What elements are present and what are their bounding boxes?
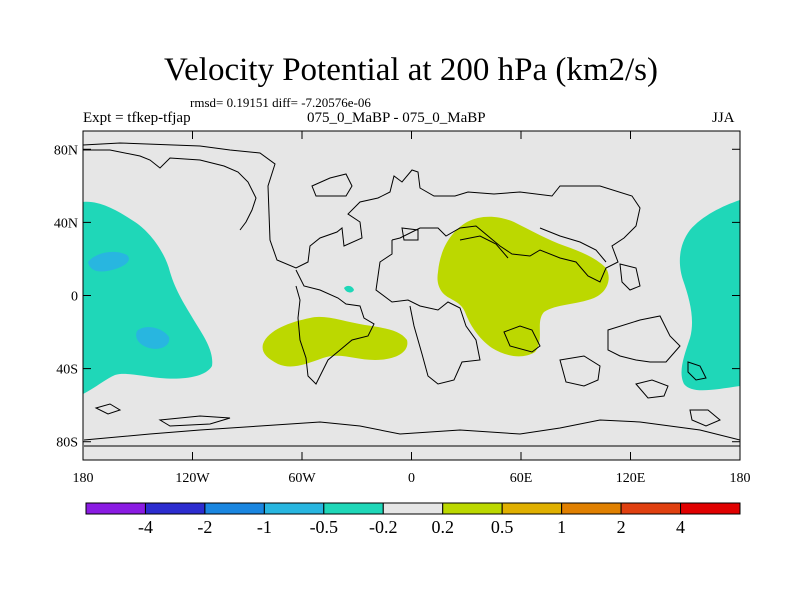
colorbar-label: -2	[197, 517, 212, 537]
lat-tick-label: 80N	[54, 143, 78, 158]
colorbar-swatch	[204, 502, 265, 515]
colorbar-label: 1	[557, 517, 566, 537]
lat-tick-label: 40S	[56, 363, 78, 378]
lon-tick-label: 180	[73, 471, 94, 486]
negative-core-west-pacific-north	[88, 251, 129, 272]
colorbar-swatch	[501, 502, 563, 515]
colorbar-swatch	[620, 502, 682, 515]
colorbar-swatch	[263, 502, 325, 515]
stats-line: rmsd= 0.19151 diff= -7.20576e-06	[190, 95, 371, 110]
lat-tick-label: 80S	[56, 436, 78, 451]
colorbar-swatch	[561, 502, 622, 515]
colorbar-label: 0.2	[431, 517, 454, 537]
lon-tick-label: 120E	[616, 471, 646, 486]
lon-tick-label: 60W	[288, 471, 316, 486]
colorbar-label: -0.2	[369, 517, 398, 537]
lon-tick-label: 120W	[175, 471, 210, 486]
colorbar-label: 0.5	[491, 517, 514, 537]
season-label: JJA	[712, 110, 735, 126]
negative-anomaly-east-pacific	[679, 200, 740, 391]
colorbar-swatch	[323, 502, 384, 515]
colorbar-label: 4	[676, 517, 685, 537]
colorbar-label: -4	[138, 517, 153, 537]
colorbar-swatch	[144, 502, 206, 515]
colorbar-swatch	[85, 502, 146, 515]
colorbar-label: -1	[257, 517, 272, 537]
latitude-axis: 80N 40N 0 40S 80S	[54, 143, 740, 451]
negative-core-west-pacific-south	[136, 327, 170, 349]
lat-tick-label: 0	[71, 290, 78, 305]
lat-tick-label: 40N	[54, 216, 78, 231]
coastlines	[83, 142, 740, 447]
colorbar-label: 2	[617, 517, 626, 537]
negative-anomaly-west-pacific	[83, 201, 213, 394]
case-label: 075_0_MaBP - 075_0_MaBP	[307, 110, 486, 126]
colorbar: -4 -2 -1 -0.5 -0.2 0.2 0.5 1 2 4	[85, 502, 741, 537]
colorbar-label: -0.5	[310, 517, 339, 537]
lon-tick-label: 60E	[510, 471, 533, 486]
longitude-axis: 180 120W 60W 0 60E 120E 180	[73, 131, 751, 486]
negative-anomaly-atlantic-small	[344, 285, 354, 293]
experiment-label: Expt = tfkep-tfjap	[83, 110, 191, 126]
colorbar-swatch	[680, 502, 741, 515]
lon-tick-label: 0	[408, 471, 415, 486]
lon-tick-label: 180	[730, 471, 751, 486]
colorbar-swatch	[442, 502, 503, 515]
map-title: Velocity Potential at 200 hPa (km2/s)	[163, 52, 659, 88]
positive-anomaly-indian-ocean	[437, 216, 609, 357]
map-background	[83, 131, 740, 460]
colorbar-swatch	[382, 502, 444, 515]
